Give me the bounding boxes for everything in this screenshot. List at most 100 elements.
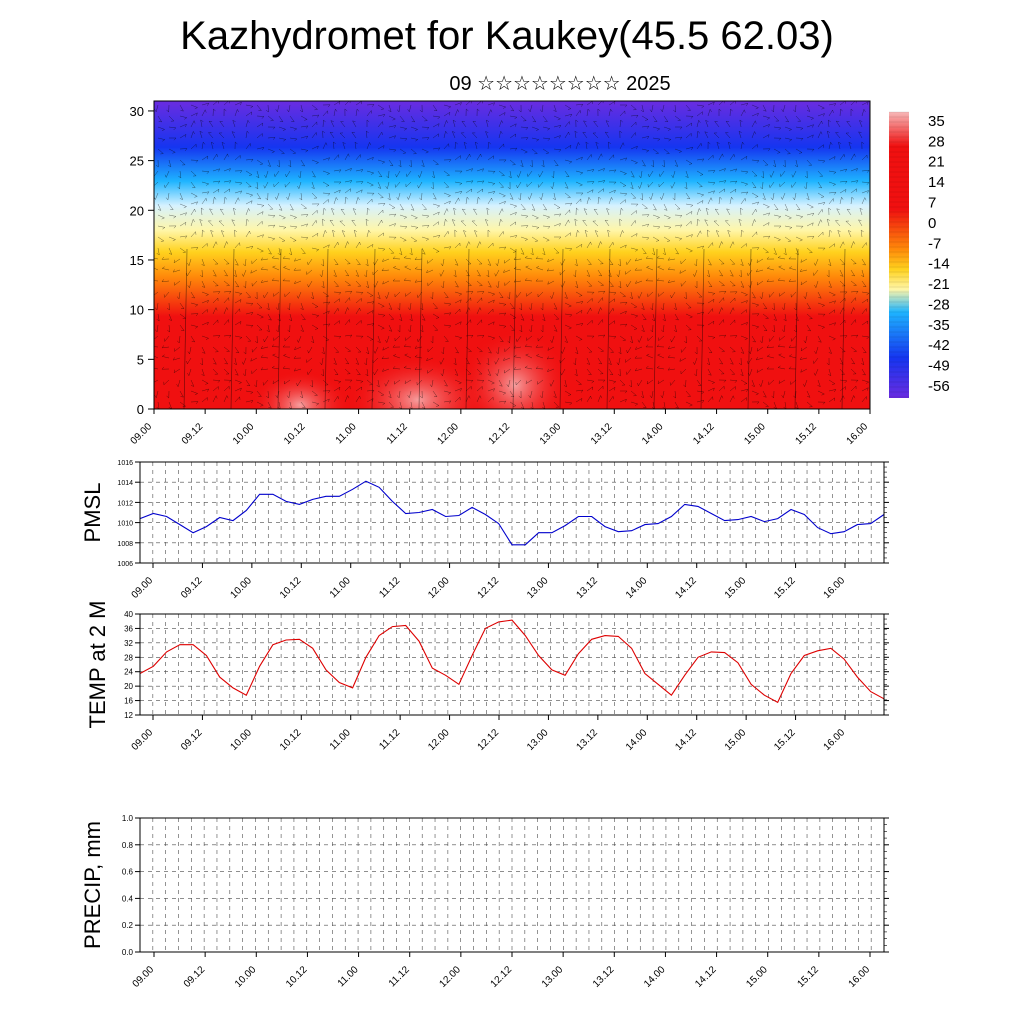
x-tick-label: 15.12 [796,964,822,990]
wind-overlay [154,101,870,409]
colorbar-label: 21 [928,154,945,171]
x-tick-label: 09.00 [129,421,155,447]
y-tick-label: 0.2 [122,921,134,930]
y-tick-label: 15 [130,253,144,268]
y-tick-label: 1014 [117,480,133,487]
y-tick-label: 30 [130,104,144,119]
x-tick-label: 13.00 [540,964,566,990]
y-tick-label: 10 [130,303,144,318]
x-tick-label: 09.12 [179,575,205,601]
colorbar: 35 28 21 14 7 0 -7 -14 -21 -28 -35 -42 -49 -56 [889,111,950,398]
colorbar-label: 7 [928,195,936,212]
y-tick-label: 1.0 [122,814,134,823]
x-tick-label: 11.00 [328,575,353,600]
wind-vertical-streak [559,248,564,410]
x-tick-label: 11.00 [328,727,353,752]
x-tick-label: 11.12 [385,421,410,446]
x-tick-label: 12.12 [476,727,502,753]
wind-vertical-streak [418,248,423,410]
precip-panel: 0.0 0.2 0.4 0.6 0.8 1.0 PRECIP, mm 09.00 09.12 10… [80,814,889,990]
colorbar-label: -7 [928,235,941,252]
series-line [139,619,885,704]
colorbar-label: -21 [928,276,950,293]
y-tick-label: 1012 [117,500,133,507]
colorbar-label: -49 [928,358,950,375]
x-tick-label: 09.12 [182,964,208,990]
y-tick-label: 40 [124,610,133,619]
x-tick-label: 14.00 [642,964,668,990]
x-tick-label: 12.00 [438,964,464,990]
colorbar-label: 14 [928,174,945,191]
x-tick-label: 14.12 [673,575,699,601]
wind-vertical-streak [230,248,235,410]
temp-panel: 12 16 20 24 28 32 36 40 09.00 09.12 10.00 10.12 11.0… [85,601,889,753]
x-tick-label: 10.12 [284,964,310,990]
y-tick-label: 36 [124,624,133,633]
y-tick-label: 20 [130,203,144,218]
x-tick-label: 16.00 [822,575,848,601]
x-tick-label: 16.00 [822,727,848,753]
colorbar-label: -35 [928,317,950,334]
x-tick-label: 10.12 [278,727,304,753]
y-tick-label: 32 [124,639,133,648]
x-tick-label: 15.12 [772,575,798,601]
x-tick-label: 12.00 [436,421,462,447]
x-tick-label: 15.00 [744,964,770,990]
pmsl-panel: 1006 1008 1010 1012 1014 1016 09.00 09.12 10.00 1… [80,460,889,601]
colorbar-label: -42 [928,337,950,354]
x-tick-label: 13.12 [575,727,601,753]
x-tick-label: 12.00 [426,727,452,753]
x-tick-label: 14.00 [640,421,666,447]
y-tick-label: 28 [124,653,133,662]
y-tick-label: 0.4 [122,894,134,903]
x-tick-label: 15.00 [742,421,768,447]
series-line [139,480,885,546]
x-tick-label: 14.12 [673,727,699,753]
y-axis-label: PMSL [80,483,105,543]
x-tick-label: 14.00 [624,727,650,753]
wind-vertical-streak [700,248,705,410]
x-tick-label: 16.00 [847,964,873,990]
grid [140,818,884,952]
y-tick-label: 1010 [117,521,133,528]
heatmap-panel: 0 5 10 15 20 25 30 09.00 09.12 10.00 10.12 11.00 11.… [129,100,871,447]
x-tick-label: 14.00 [624,575,650,601]
wind-vertical-streak [653,248,658,410]
y-tick-label: 1006 [117,561,133,568]
x-tick-label: 09.12 [180,421,206,447]
y-tick-label: 1016 [117,460,133,467]
y-axis-label: TEMP at 2 M [85,601,110,729]
grid [140,462,884,563]
y-tick-label: 20 [124,682,133,691]
x-tick-label: 11.12 [377,575,402,600]
grid [140,614,884,715]
wind-vertical-streak [465,248,470,410]
x-tick-label: 13.00 [525,575,551,601]
x-tick-label: 09.00 [131,964,157,990]
wind-vertical-streak [324,248,329,410]
x-tick-label: 11.00 [336,964,361,989]
x-tick-label: 14.12 [693,964,719,990]
x-tick-label: 15.12 [794,421,820,447]
x-tick-label: 10.12 [278,575,304,601]
colorbar-label: -56 [928,378,950,395]
x-tick-label: 09.12 [179,727,205,753]
wind-vertical-streak [512,248,517,410]
wind-vertical-streak [371,248,376,410]
x-tick-label: 14.12 [691,421,717,447]
x-tick-label: 12.12 [487,421,513,447]
y-tick-label: 16 [124,697,133,706]
y-tick-label: 0.8 [122,841,134,850]
y-tick-label: 25 [130,154,144,169]
x-tick-label: 12.00 [426,575,452,601]
colorbar-label: 0 [928,215,936,232]
colorbar-label: 28 [928,133,945,150]
x-tick-label: 10.00 [229,727,255,753]
chart-subtitle: 09 ☆☆☆☆☆☆☆☆ 2025 [449,73,671,95]
x-tick-label: 13.12 [591,964,617,990]
x-tick-label: 09.00 [130,575,156,601]
y-tick-label: 5 [137,352,144,367]
x-tick-label: 10.00 [229,575,255,601]
x-tick-label: 15.00 [723,727,749,753]
